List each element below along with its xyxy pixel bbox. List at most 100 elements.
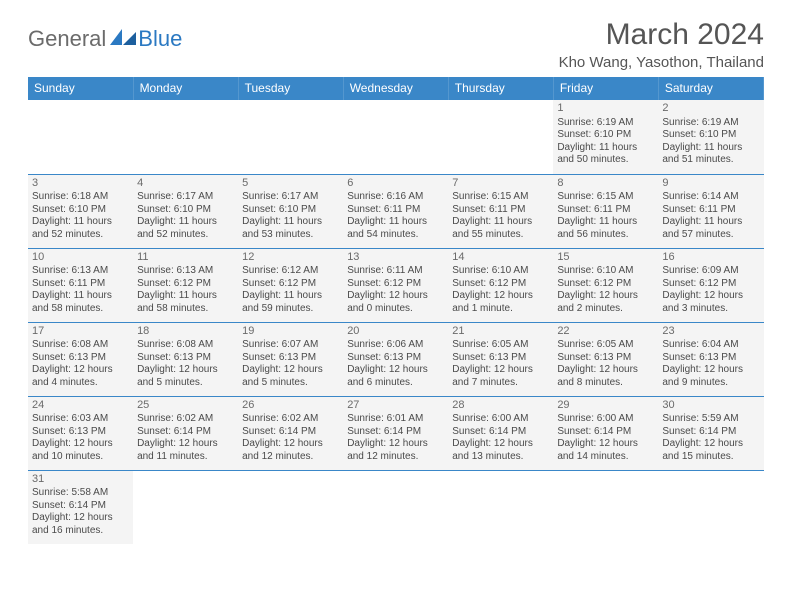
cell-daylight1: Daylight: 11 hours — [32, 216, 129, 229]
calendar-empty-cell — [343, 100, 448, 174]
cell-daylight1: Daylight: 11 hours — [662, 142, 759, 155]
cell-daylight1: Daylight: 12 hours — [557, 438, 654, 451]
cell-sunrise: Sunrise: 6:19 AM — [662, 117, 759, 130]
day-number: 31 — [32, 473, 129, 487]
cell-sunrise: Sunrise: 6:16 AM — [347, 191, 444, 204]
calendar-empty-cell — [343, 470, 448, 544]
cell-daylight2: and 3 minutes. — [662, 303, 759, 316]
day-number: 21 — [452, 325, 549, 339]
cell-sunset: Sunset: 6:14 PM — [347, 426, 444, 439]
cell-sunset: Sunset: 6:10 PM — [662, 129, 759, 142]
cell-sunrise: Sunrise: 6:11 AM — [347, 265, 444, 278]
calendar-empty-cell — [658, 470, 763, 544]
cell-sunset: Sunset: 6:14 PM — [662, 426, 759, 439]
cell-daylight2: and 10 minutes. — [32, 451, 129, 464]
cell-sunset: Sunset: 6:12 PM — [347, 278, 444, 291]
calendar-empty-cell — [238, 100, 343, 174]
logo-text-blue: Blue — [138, 26, 182, 52]
calendar-table: SundayMondayTuesdayWednesdayThursdayFrid… — [28, 77, 764, 544]
calendar-day-cell: 13Sunrise: 6:11 AMSunset: 6:12 PMDayligh… — [343, 248, 448, 322]
cell-daylight2: and 55 minutes. — [452, 229, 549, 242]
day-number: 12 — [242, 251, 339, 265]
cell-daylight1: Daylight: 12 hours — [32, 438, 129, 451]
cell-sunrise: Sunrise: 6:06 AM — [347, 339, 444, 352]
month-title: March 2024 — [559, 18, 764, 52]
calendar-day-cell: 27Sunrise: 6:01 AMSunset: 6:14 PMDayligh… — [343, 396, 448, 470]
calendar-week-row: 10Sunrise: 6:13 AMSunset: 6:11 PMDayligh… — [28, 248, 764, 322]
cell-sunset: Sunset: 6:11 PM — [557, 204, 654, 217]
calendar-day-cell: 26Sunrise: 6:02 AMSunset: 6:14 PMDayligh… — [238, 396, 343, 470]
cell-daylight2: and 50 minutes. — [557, 154, 654, 167]
cell-sunset: Sunset: 6:12 PM — [137, 278, 234, 291]
cell-sunrise: Sunrise: 6:12 AM — [242, 265, 339, 278]
day-number: 11 — [137, 251, 234, 265]
cell-sunset: Sunset: 6:10 PM — [557, 129, 654, 142]
day-number: 18 — [137, 325, 234, 339]
day-number: 22 — [557, 325, 654, 339]
cell-sunrise: Sunrise: 6:17 AM — [137, 191, 234, 204]
calendar-day-cell: 28Sunrise: 6:00 AMSunset: 6:14 PMDayligh… — [448, 396, 553, 470]
location: Kho Wang, Yasothon, Thailand — [559, 54, 764, 71]
cell-sunrise: Sunrise: 6:01 AM — [347, 413, 444, 426]
cell-sunrise: Sunrise: 6:00 AM — [557, 413, 654, 426]
cell-daylight2: and 11 minutes. — [137, 451, 234, 464]
cell-daylight1: Daylight: 12 hours — [347, 364, 444, 377]
weekday-header: Sunday — [28, 77, 133, 100]
calendar-day-cell: 30Sunrise: 5:59 AMSunset: 6:14 PMDayligh… — [658, 396, 763, 470]
cell-daylight1: Daylight: 11 hours — [347, 216, 444, 229]
cell-daylight1: Daylight: 11 hours — [452, 216, 549, 229]
calendar-day-cell: 22Sunrise: 6:05 AMSunset: 6:13 PMDayligh… — [553, 322, 658, 396]
calendar-day-cell: 7Sunrise: 6:15 AMSunset: 6:11 PMDaylight… — [448, 174, 553, 248]
cell-sunset: Sunset: 6:12 PM — [662, 278, 759, 291]
cell-sunrise: Sunrise: 6:00 AM — [452, 413, 549, 426]
calendar-day-cell: 9Sunrise: 6:14 AMSunset: 6:11 PMDaylight… — [658, 174, 763, 248]
cell-daylight2: and 53 minutes. — [242, 229, 339, 242]
calendar-day-cell: 6Sunrise: 6:16 AMSunset: 6:11 PMDaylight… — [343, 174, 448, 248]
cell-sunrise: Sunrise: 6:05 AM — [557, 339, 654, 352]
logo-sail-icon — [110, 29, 136, 45]
cell-sunset: Sunset: 6:12 PM — [452, 278, 549, 291]
cell-sunset: Sunset: 6:13 PM — [662, 352, 759, 365]
day-number: 6 — [347, 177, 444, 191]
calendar-empty-cell — [238, 470, 343, 544]
cell-daylight2: and 4 minutes. — [32, 377, 129, 390]
cell-daylight2: and 13 minutes. — [452, 451, 549, 464]
calendar-empty-cell — [553, 470, 658, 544]
day-number: 2 — [662, 102, 759, 116]
day-number: 17 — [32, 325, 129, 339]
calendar-day-cell: 3Sunrise: 6:18 AMSunset: 6:10 PMDaylight… — [28, 174, 133, 248]
cell-sunset: Sunset: 6:13 PM — [32, 352, 129, 365]
cell-daylight1: Daylight: 11 hours — [242, 216, 339, 229]
cell-daylight1: Daylight: 11 hours — [242, 290, 339, 303]
cell-daylight1: Daylight: 12 hours — [452, 438, 549, 451]
cell-sunrise: Sunrise: 6:04 AM — [662, 339, 759, 352]
cell-sunrise: Sunrise: 6:10 AM — [557, 265, 654, 278]
day-number: 27 — [347, 399, 444, 413]
day-number: 8 — [557, 177, 654, 191]
calendar-week-row: 24Sunrise: 6:03 AMSunset: 6:13 PMDayligh… — [28, 396, 764, 470]
cell-sunrise: Sunrise: 6:13 AM — [137, 265, 234, 278]
day-number: 3 — [32, 177, 129, 191]
cell-daylight1: Daylight: 11 hours — [557, 142, 654, 155]
calendar-day-cell: 4Sunrise: 6:17 AMSunset: 6:10 PMDaylight… — [133, 174, 238, 248]
cell-daylight2: and 5 minutes. — [137, 377, 234, 390]
calendar-day-cell: 23Sunrise: 6:04 AMSunset: 6:13 PMDayligh… — [658, 322, 763, 396]
header: General Blue March 2024 Kho Wang, Yasoth… — [28, 18, 764, 71]
cell-daylight1: Daylight: 12 hours — [242, 364, 339, 377]
calendar-day-cell: 2Sunrise: 6:19 AMSunset: 6:10 PMDaylight… — [658, 100, 763, 174]
cell-daylight2: and 52 minutes. — [137, 229, 234, 242]
weekday-header-row: SundayMondayTuesdayWednesdayThursdayFrid… — [28, 77, 764, 100]
cell-sunrise: Sunrise: 6:17 AM — [242, 191, 339, 204]
cell-sunrise: Sunrise: 6:07 AM — [242, 339, 339, 352]
calendar-day-cell: 18Sunrise: 6:08 AMSunset: 6:13 PMDayligh… — [133, 322, 238, 396]
cell-daylight1: Daylight: 12 hours — [557, 364, 654, 377]
cell-sunset: Sunset: 6:10 PM — [242, 204, 339, 217]
weekday-header: Saturday — [658, 77, 763, 100]
cell-sunset: Sunset: 6:13 PM — [137, 352, 234, 365]
cell-daylight2: and 15 minutes. — [662, 451, 759, 464]
cell-daylight2: and 54 minutes. — [347, 229, 444, 242]
cell-sunset: Sunset: 6:11 PM — [662, 204, 759, 217]
calendar-day-cell: 11Sunrise: 6:13 AMSunset: 6:12 PMDayligh… — [133, 248, 238, 322]
cell-sunset: Sunset: 6:14 PM — [242, 426, 339, 439]
day-number: 25 — [137, 399, 234, 413]
